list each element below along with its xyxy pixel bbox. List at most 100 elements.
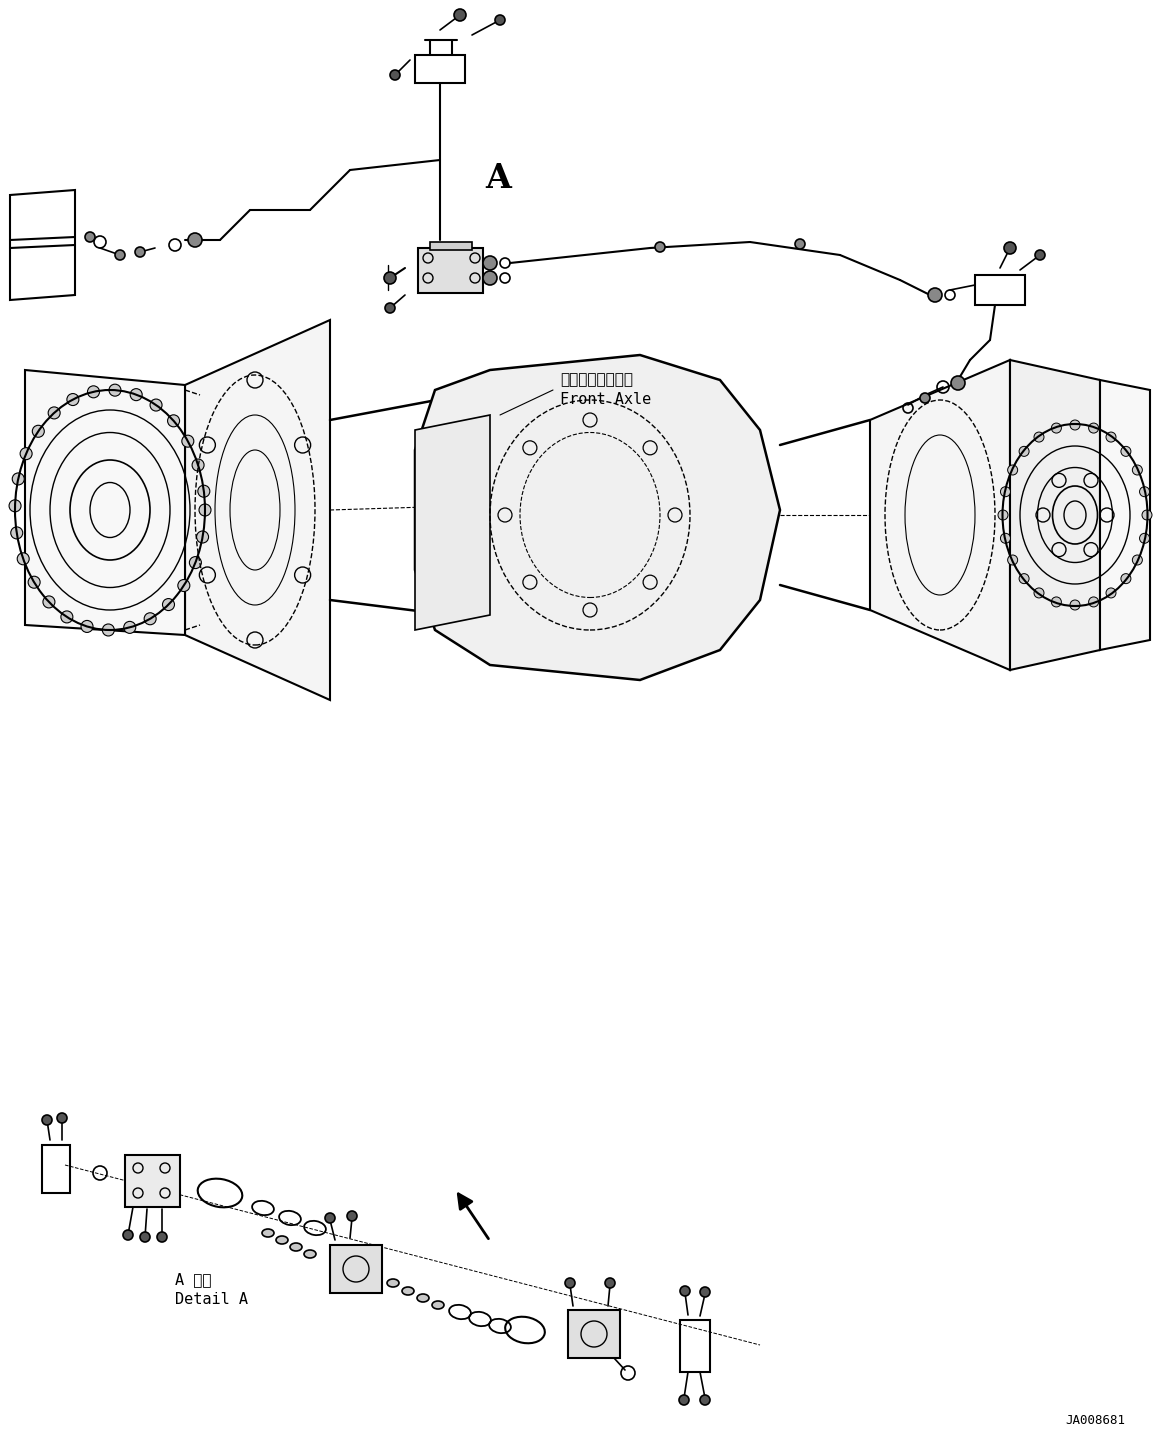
Circle shape	[384, 272, 395, 284]
Circle shape	[1140, 533, 1149, 543]
Circle shape	[67, 393, 79, 405]
Circle shape	[1070, 599, 1080, 610]
Circle shape	[163, 598, 174, 611]
Circle shape	[167, 415, 179, 427]
Circle shape	[1035, 249, 1046, 259]
Polygon shape	[870, 360, 1009, 670]
Circle shape	[130, 389, 142, 401]
Circle shape	[157, 1232, 167, 1242]
Polygon shape	[185, 320, 330, 700]
Circle shape	[17, 553, 29, 565]
Circle shape	[85, 232, 95, 242]
Circle shape	[135, 246, 145, 256]
Ellipse shape	[402, 1287, 414, 1295]
Circle shape	[28, 576, 41, 588]
Circle shape	[102, 624, 114, 635]
Ellipse shape	[387, 1280, 399, 1287]
Bar	[415, 55, 465, 84]
Circle shape	[679, 1395, 688, 1405]
Circle shape	[1121, 447, 1130, 457]
Circle shape	[192, 460, 204, 471]
Ellipse shape	[276, 1236, 288, 1244]
Polygon shape	[415, 415, 490, 630]
Text: Detail A: Detail A	[174, 1293, 248, 1307]
Circle shape	[81, 621, 93, 633]
Circle shape	[123, 1231, 133, 1241]
Circle shape	[1121, 574, 1130, 584]
Circle shape	[140, 1232, 150, 1242]
Circle shape	[1133, 555, 1142, 565]
Circle shape	[178, 579, 190, 591]
Bar	[42, 1146, 70, 1193]
Bar	[330, 1245, 381, 1293]
Ellipse shape	[290, 1244, 302, 1251]
Circle shape	[655, 242, 665, 252]
Text: フロントアクスル: フロントアクスル	[561, 373, 633, 388]
Circle shape	[1019, 574, 1029, 584]
Circle shape	[144, 612, 156, 625]
Circle shape	[565, 1278, 575, 1288]
Bar	[430, 242, 472, 249]
Circle shape	[42, 1115, 52, 1125]
Circle shape	[190, 556, 201, 569]
Text: A 詳細: A 詳細	[174, 1272, 212, 1287]
Circle shape	[998, 510, 1008, 520]
Circle shape	[700, 1395, 709, 1405]
Circle shape	[1034, 432, 1044, 442]
Circle shape	[87, 386, 100, 398]
Polygon shape	[1009, 360, 1100, 670]
Circle shape	[1051, 424, 1062, 434]
Circle shape	[1007, 555, 1018, 565]
Circle shape	[199, 504, 211, 516]
Circle shape	[1004, 242, 1016, 254]
Circle shape	[1106, 432, 1116, 442]
Circle shape	[1034, 588, 1044, 598]
Circle shape	[1070, 419, 1080, 429]
Circle shape	[13, 473, 24, 486]
Ellipse shape	[418, 1294, 429, 1303]
Ellipse shape	[262, 1229, 274, 1236]
Circle shape	[188, 233, 202, 246]
Circle shape	[385, 303, 395, 313]
Circle shape	[928, 288, 942, 303]
Bar	[568, 1310, 620, 1357]
Circle shape	[181, 435, 194, 447]
Bar	[975, 275, 1025, 305]
Ellipse shape	[431, 1301, 444, 1308]
Text: JA008681: JA008681	[1065, 1414, 1125, 1427]
Polygon shape	[24, 370, 185, 635]
Polygon shape	[1100, 380, 1150, 650]
Circle shape	[1089, 424, 1099, 434]
Circle shape	[57, 1112, 67, 1123]
Circle shape	[1133, 465, 1142, 476]
Circle shape	[605, 1278, 615, 1288]
Circle shape	[109, 385, 121, 396]
Circle shape	[1000, 533, 1011, 543]
Circle shape	[1007, 465, 1018, 476]
Circle shape	[795, 239, 805, 249]
Circle shape	[10, 527, 23, 539]
Circle shape	[1140, 487, 1149, 497]
Circle shape	[33, 425, 44, 437]
Circle shape	[1142, 510, 1153, 520]
Circle shape	[9, 500, 21, 512]
Circle shape	[1106, 588, 1116, 598]
Circle shape	[1089, 597, 1099, 607]
Circle shape	[150, 399, 162, 411]
Bar	[418, 248, 483, 293]
Circle shape	[48, 406, 60, 419]
Circle shape	[347, 1210, 357, 1221]
Circle shape	[1019, 447, 1029, 457]
Text: A: A	[485, 161, 511, 195]
Circle shape	[483, 271, 497, 285]
Circle shape	[483, 256, 497, 269]
Bar	[124, 1156, 180, 1208]
Polygon shape	[415, 354, 780, 680]
Circle shape	[197, 530, 208, 543]
Circle shape	[115, 249, 124, 259]
Circle shape	[198, 486, 209, 497]
Ellipse shape	[304, 1249, 316, 1258]
Circle shape	[123, 621, 136, 634]
Circle shape	[454, 9, 466, 22]
Circle shape	[680, 1285, 690, 1295]
